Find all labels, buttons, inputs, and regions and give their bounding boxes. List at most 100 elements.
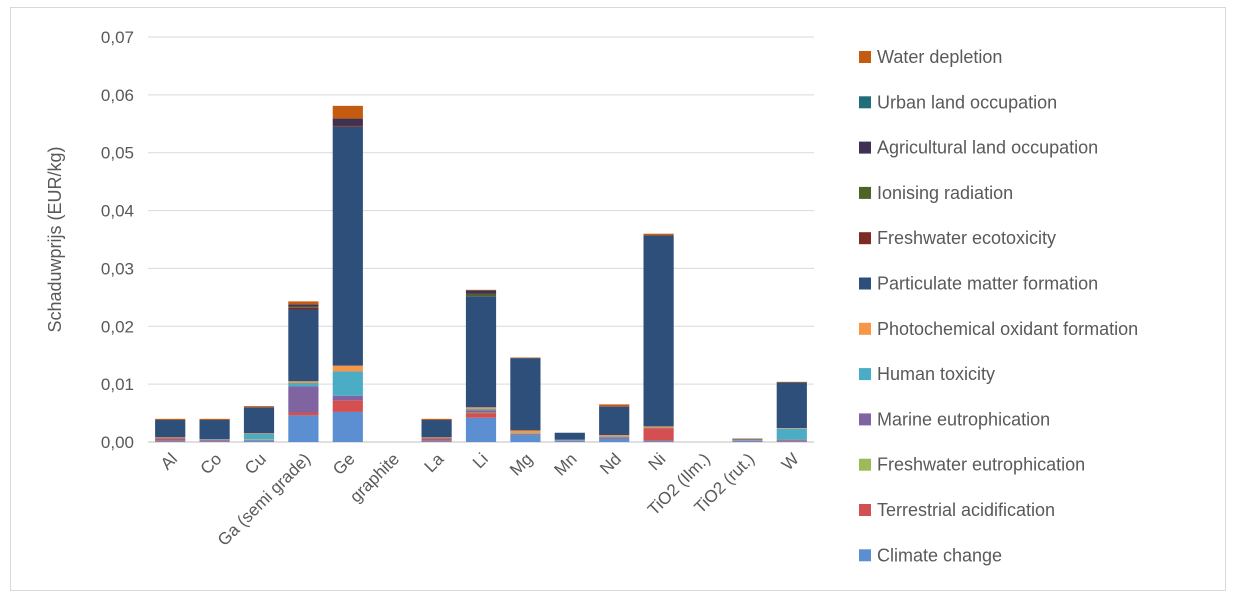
bar-segment [332, 395, 363, 401]
bar-segment [288, 412, 319, 416]
x-tick-label: graphite [346, 449, 403, 506]
bar-segment [332, 400, 363, 412]
bar-segment [332, 125, 363, 127]
bar-segment [643, 426, 674, 428]
bar-segment [776, 428, 807, 429]
bar-segment [465, 412, 497, 414]
bar-segment [599, 437, 630, 439]
x-tick-label: Li [469, 449, 492, 472]
x-tick-label: Ni [645, 449, 670, 474]
bar-segment [732, 439, 763, 440]
bar-segment [643, 235, 674, 427]
bar-segment [465, 413, 497, 418]
legend-swatch [859, 413, 871, 426]
bar-segment [465, 293, 497, 297]
bar-segment [288, 304, 319, 307]
bar-segment [643, 428, 674, 441]
bar-segment [776, 439, 807, 441]
bar-segment [155, 437, 186, 438]
legend-label: Human toxicity [877, 364, 995, 384]
legend-swatch [859, 277, 871, 290]
y-tick-label: 0,05 [101, 144, 134, 163]
bar-segment [510, 434, 541, 436]
bar-segment [599, 435, 630, 437]
bar-segment [332, 126, 363, 366]
bar-segment [421, 420, 452, 438]
bar-segment [599, 404, 630, 407]
x-tick-label: Mg [506, 449, 536, 479]
bar-segment [776, 381, 807, 383]
bar-segment [554, 439, 585, 441]
bar-segment [288, 301, 319, 305]
legend-label: Freshwater ecotoxicity [877, 228, 1056, 248]
x-tick-label: Al [157, 449, 181, 473]
bar-segment [732, 438, 763, 440]
bar-segment [465, 290, 497, 294]
bar-segment [421, 437, 452, 439]
legend-label: Ionising radiation [877, 183, 1013, 203]
bar-segment [465, 296, 497, 408]
bar-segment [155, 420, 186, 438]
x-tick-label: Cu [241, 449, 270, 478]
legend-swatch [859, 549, 871, 562]
legend-label: Urban land occupation [877, 92, 1057, 112]
legend-label: Terrestrial acidification [877, 500, 1055, 520]
legend-label: Photochemical oxidant formation [877, 319, 1138, 339]
bar-segment [510, 357, 541, 359]
bars [155, 105, 807, 442]
bar-segment [288, 386, 319, 413]
bar-segment [243, 406, 275, 408]
legend-swatch [859, 368, 871, 381]
bar-segment [465, 417, 497, 442]
bar-segment [199, 440, 230, 442]
bar-segment [288, 307, 319, 310]
bar-segment [599, 438, 630, 442]
x-tick-label: Mn [550, 449, 580, 479]
x-tick-label: Co [197, 449, 226, 478]
bar-segment [332, 365, 363, 372]
legend: Water depletion Urban land occupation Agri… [859, 47, 1138, 565]
bar-segment [243, 433, 275, 434]
bar-segment [465, 407, 497, 410]
bar-segment [643, 427, 674, 429]
bar-segment [199, 439, 230, 440]
bar-segment [332, 105, 363, 119]
y-axis-ticks: 0,00 0,01 0,02 0,03 0,04 0,05 0,06 0,07 [101, 28, 134, 452]
bar-segment [155, 437, 186, 439]
legend-swatch [859, 458, 871, 471]
chart-frame: 0,00 0,01 0,02 0,03 0,04 0,05 0,06 0,07 Al Co Cu G… [10, 7, 1226, 591]
bar-segment [421, 440, 452, 442]
bar-segment [288, 306, 319, 308]
bar-segment [243, 439, 275, 440]
legend-label: Marine eutrophication [877, 409, 1050, 429]
bar-segment [155, 440, 186, 442]
legend-swatch [859, 504, 871, 516]
bar-segment [776, 428, 807, 440]
bar-segment [599, 436, 630, 438]
bar-segment [554, 440, 585, 442]
y-tick-label: 0,07 [101, 28, 134, 47]
bar-segment [465, 409, 497, 411]
bar-segment [465, 410, 497, 413]
bar-segment [554, 432, 585, 440]
legend-label: Agricultural land occupation [877, 138, 1098, 158]
bar-segment [332, 411, 363, 442]
legend-swatch [859, 232, 871, 245]
bar-segment [465, 289, 497, 291]
bar-segment [199, 439, 230, 441]
bar-segment [155, 418, 186, 421]
y-tick-label: 0,06 [101, 86, 134, 105]
bar-segment [199, 418, 230, 421]
y-tick-label: 0,02 [101, 317, 134, 336]
y-tick-label: 0,01 [101, 375, 134, 394]
bar-segment [599, 406, 630, 407]
y-tick-label: 0,00 [101, 433, 134, 452]
stacked-bar-chart: 0,00 0,01 0,02 0,03 0,04 0,05 0,06 0,07 Al Co Cu G… [45, 28, 1138, 565]
bar-segment [243, 440, 275, 442]
x-tick-label: La [421, 449, 448, 476]
bar-segment [732, 440, 763, 442]
bar-segment [288, 382, 319, 387]
bar-segment [510, 433, 541, 435]
y-axis-title: Schaduwprijs (EUR/kg) [45, 146, 65, 332]
